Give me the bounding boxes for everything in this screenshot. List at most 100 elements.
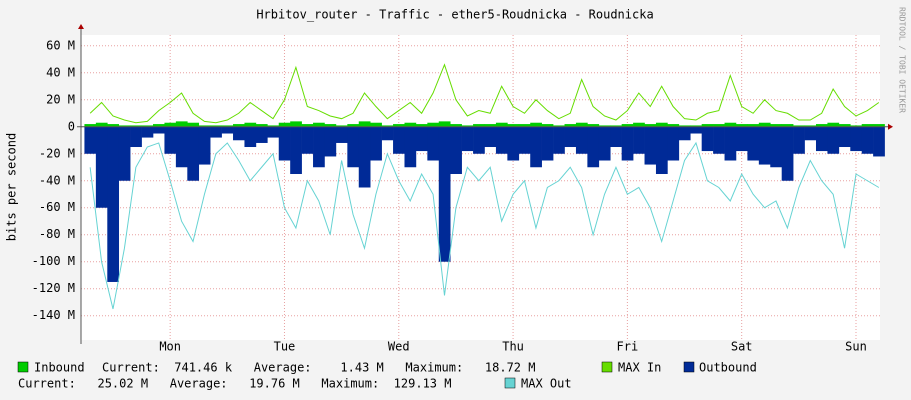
area-bar [381, 125, 394, 127]
x-tick-label: Wed [388, 340, 410, 354]
area-bar [141, 126, 154, 138]
area-bar [735, 124, 748, 127]
area-bar [198, 126, 211, 165]
area-bar [290, 126, 302, 175]
area-bar [621, 124, 634, 127]
legend-swatch [17, 361, 29, 373]
area-bar [781, 124, 794, 127]
area-bar [701, 124, 714, 127]
area-bar [655, 122, 668, 127]
area-bar [278, 122, 291, 127]
area-bar [450, 126, 462, 175]
area-bar [758, 122, 771, 127]
area-bar [335, 126, 348, 143]
area-bar [690, 126, 702, 134]
area-bar [255, 126, 268, 143]
area-bar [633, 122, 645, 127]
area-bar [473, 124, 485, 127]
area-bar [461, 125, 474, 127]
area-bar [747, 126, 760, 161]
area-bar [415, 124, 428, 127]
legend-swatch [504, 377, 516, 389]
area-bar [495, 122, 508, 127]
y-tick-label: -80 M [39, 227, 75, 241]
area-bar [770, 124, 782, 127]
area-bar [438, 126, 451, 262]
area-bar [95, 126, 108, 208]
area-bar [473, 126, 485, 154]
area-bar [713, 126, 725, 154]
area-bar [735, 126, 748, 152]
area-bar [598, 125, 611, 127]
chart-title: Hrbitov_router - Traffic - ether5-Roudni… [256, 8, 653, 22]
x-tick-label: Sat [731, 340, 753, 354]
area-bar [198, 125, 211, 127]
area-bar [598, 126, 611, 161]
y-tick-label: 20 M [46, 92, 75, 106]
area-bar [861, 124, 874, 127]
area-bar [484, 124, 497, 127]
area-bar [644, 124, 657, 127]
area-bar [575, 126, 588, 154]
area-bar [564, 126, 577, 148]
area-bar [495, 126, 508, 154]
area-bar [610, 126, 622, 148]
area-bar [313, 122, 325, 127]
area-bar [278, 126, 291, 161]
area-bar [690, 125, 702, 127]
area-bar [404, 122, 417, 127]
area-bar [164, 126, 177, 154]
area-bar [118, 126, 131, 181]
area-bar [107, 124, 120, 127]
y-tick-label: 0 [68, 119, 75, 133]
area-bar [575, 122, 588, 127]
area-bar [221, 126, 234, 134]
area-bar [221, 125, 234, 127]
x-tick-label: Tue [274, 340, 296, 354]
area-bar [95, 122, 108, 127]
area-bar [804, 126, 817, 141]
area-bar [610, 125, 622, 127]
area-bar [587, 126, 600, 168]
y-tick-label: -100 M [32, 254, 75, 268]
y-tick-label: -60 M [39, 200, 75, 214]
area-bar [438, 121, 451, 127]
area-bar [107, 126, 120, 282]
x-tick-label: Sun [845, 340, 867, 354]
legend-label: MAX Out [521, 377, 572, 391]
max-line [89, 63, 880, 124]
area-bar [267, 125, 280, 127]
legend-swatch [601, 361, 613, 373]
area-bar [244, 126, 257, 148]
area-bar [850, 125, 863, 127]
area-bar [301, 126, 314, 154]
area-bar [210, 125, 222, 127]
area-bar [861, 126, 874, 154]
area-bar [358, 121, 371, 127]
area-bar [507, 124, 520, 127]
area-bar [461, 126, 474, 152]
area-bar [564, 124, 577, 127]
area-bar [267, 126, 280, 138]
area-bar [335, 125, 348, 127]
area-bar [393, 124, 405, 127]
area-bar [587, 124, 600, 127]
area-bar [187, 122, 200, 127]
area-bar [427, 126, 440, 161]
area-bar [153, 124, 165, 127]
area-bar [541, 124, 554, 127]
legend-label: MAX In [618, 361, 661, 375]
area-bar [164, 122, 177, 127]
area-bar [815, 126, 828, 152]
x-tick-label: Thu [502, 340, 524, 354]
area-bar [347, 124, 360, 127]
area-bar [301, 124, 314, 127]
area-bar [404, 126, 417, 168]
area-bar [484, 126, 497, 148]
area-bar [130, 126, 142, 148]
area-bar [827, 122, 840, 127]
area-bar [724, 126, 737, 161]
y-tick-label: -120 M [32, 281, 75, 295]
area-bar [655, 126, 668, 175]
